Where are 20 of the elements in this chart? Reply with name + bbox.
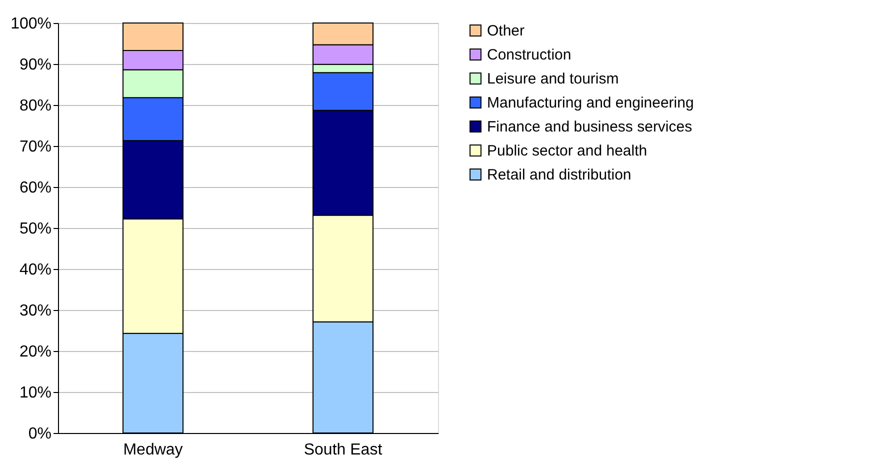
legend-label: Public sector and health: [487, 142, 648, 160]
y-tick-label: 100%: [10, 16, 52, 32]
y-tick-label: 0%: [28, 426, 52, 442]
y-tick-label: 10%: [19, 384, 52, 402]
y-tick-label: 70%: [19, 138, 52, 156]
y-tick-label: 30%: [19, 302, 52, 320]
legend-label: Retail and distribution: [487, 166, 632, 184]
y-tick-label: 50%: [19, 220, 52, 238]
legend-label: Construction: [487, 46, 572, 64]
y-tick-label: 20%: [19, 344, 52, 360]
y-tick-label: 90%: [19, 56, 52, 74]
legend-label: Finance and business services: [487, 118, 692, 136]
y-tick-label: 60%: [19, 180, 52, 196]
y-tick-label: 80%: [19, 98, 52, 114]
legend-label: Other: [487, 22, 525, 40]
y-tick-label: 40%: [19, 262, 52, 278]
x-tick-label: Medway: [123, 442, 183, 458]
legend-label: Manufacturing and engineering: [487, 94, 694, 112]
legend-label: Leisure and tourism: [487, 70, 619, 88]
x-tick-label: South East: [304, 442, 383, 458]
